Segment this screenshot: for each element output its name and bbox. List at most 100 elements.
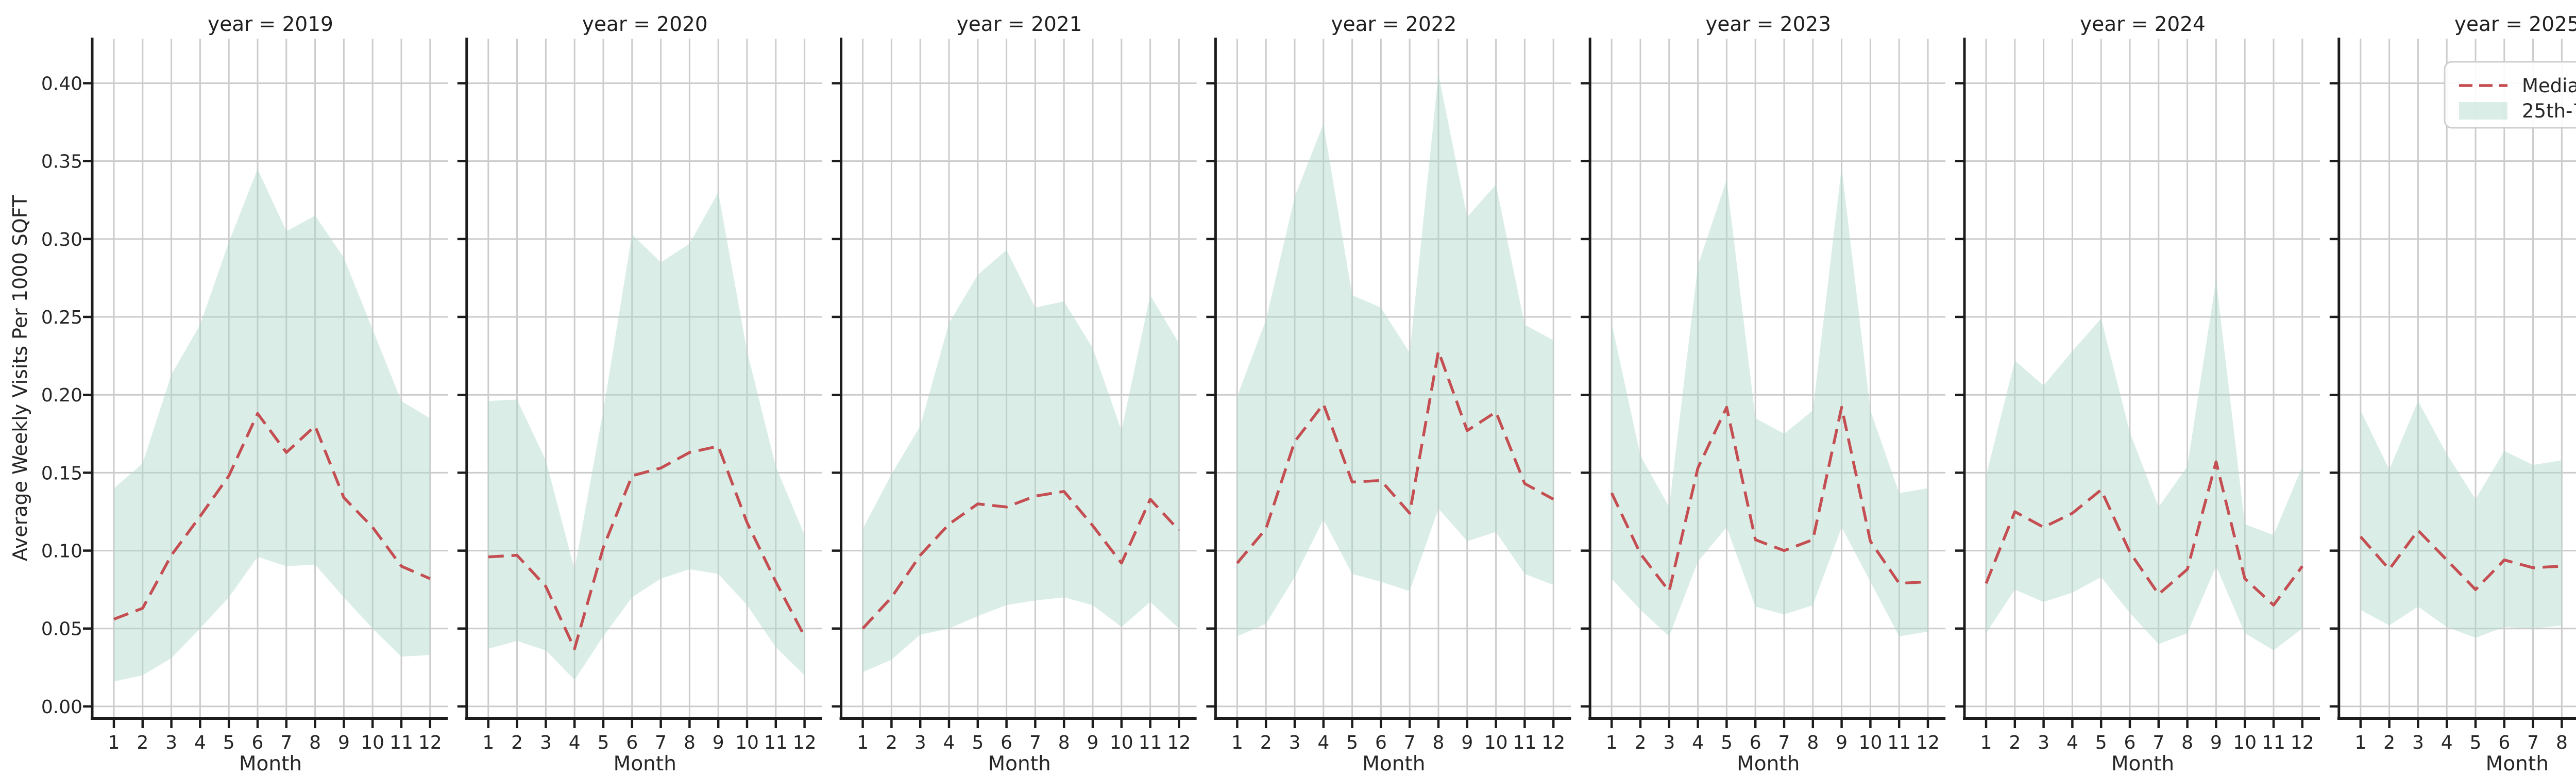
percentile-band (2360, 401, 2562, 638)
percentile-band (1986, 279, 2302, 651)
x-tick-label: 7 (1029, 732, 1041, 753)
x-tick-label: 7 (1778, 732, 1790, 753)
x-tick-label: 9 (1836, 732, 1848, 753)
x-tick-label: 12 (1167, 732, 1191, 753)
x-tick-label: 4 (194, 732, 206, 753)
percentile-band (862, 250, 1179, 672)
x-tick-label: 10 (735, 732, 759, 753)
x-tick-label: 7 (2153, 732, 2164, 753)
facet-title: year = 2023 (1705, 13, 1831, 36)
x-tick-label: 6 (626, 732, 638, 753)
x-tick-label: 5 (2095, 732, 2107, 753)
percentile-band (1237, 74, 1554, 636)
x-axis-label: Month (2486, 752, 2549, 773)
y-tick-label: 0.40 (41, 73, 82, 94)
x-tick-label: 6 (1375, 732, 1387, 753)
x-tick-label: 1 (108, 732, 120, 753)
x-tick-label: 11 (1887, 732, 1911, 753)
x-tick-label: 1 (2354, 732, 2366, 753)
x-axis-label: Month (988, 752, 1050, 773)
x-tick-label: 10 (361, 732, 384, 753)
x-tick-label: 1 (1980, 732, 1992, 753)
y-tick-label: 0.35 (41, 151, 82, 173)
x-tick-label: 3 (165, 732, 177, 753)
x-tick-label: 11 (389, 732, 413, 753)
facet-title: year = 2021 (957, 13, 1082, 36)
legend-band-label: 25th-75th Percentile (2522, 100, 2576, 122)
x-tick-label: 3 (2412, 732, 2424, 753)
x-tick-label: 4 (2066, 732, 2078, 753)
y-tick-label: 0.20 (41, 385, 82, 406)
x-tick-label: 12 (793, 732, 817, 753)
x-axis-label: Month (614, 752, 676, 773)
x-tick-label: 1 (857, 732, 869, 753)
median-line (861, 490, 1180, 630)
facet-title: year = 2020 (582, 13, 708, 36)
x-tick-label: 3 (1289, 732, 1301, 753)
x-tick-label: 3 (2038, 732, 2049, 753)
x-tick-label: 12 (418, 732, 442, 753)
x-tick-label: 3 (914, 732, 926, 753)
x-tick-label: 5 (1721, 732, 1733, 753)
x-tick-label: 11 (1513, 732, 1536, 753)
x-tick-label: 4 (1692, 732, 1704, 753)
x-tick-label: 5 (223, 732, 235, 753)
y-tick-label: 0.00 (41, 697, 82, 718)
x-tick-label: 1 (1231, 732, 1243, 753)
y-tick-label: 0.10 (41, 541, 82, 562)
x-tick-label: 9 (338, 732, 350, 753)
x-tick-label: 8 (684, 732, 696, 753)
median-line (1985, 460, 2304, 607)
x-tick-label: 2 (2009, 732, 2021, 753)
x-tick-label: 12 (1541, 732, 1565, 753)
x-tick-label: 10 (2233, 732, 2257, 753)
x-tick-label: 7 (2527, 732, 2539, 753)
x-tick-label: 3 (540, 732, 552, 753)
x-tick-label: 11 (2262, 732, 2285, 753)
facet-title: year = 2022 (1331, 13, 1457, 36)
legend-median-label: Median (2522, 75, 2576, 97)
x-tick-label: 6 (252, 732, 264, 753)
x-tick-label: 2 (511, 732, 523, 753)
x-axis-label: Month (239, 752, 302, 773)
facet-title: year = 2024 (2080, 13, 2206, 36)
y-tick-label: 0.25 (41, 307, 82, 328)
x-tick-label: 2 (1260, 732, 1272, 753)
x-tick-label: 11 (764, 732, 788, 753)
x-tick-label: 7 (655, 732, 667, 753)
x-tick-label: 2 (886, 732, 897, 753)
x-tick-label: 3 (1663, 732, 1675, 753)
x-tick-label: 6 (1001, 732, 1012, 753)
x-tick-label: 12 (2291, 732, 2314, 753)
median-line (2359, 529, 2562, 591)
x-tick-label: 4 (1317, 732, 1329, 753)
x-tick-label: 5 (1346, 732, 1358, 753)
x-tick-label: 8 (1807, 732, 1819, 753)
legend-band-swatch (2459, 102, 2507, 120)
percentile-band (1612, 167, 1928, 636)
facet-title: year = 2019 (208, 13, 333, 36)
x-tick-label: 2 (2383, 732, 2395, 753)
percentile-band (488, 192, 805, 680)
x-tick-label: 6 (1750, 732, 1761, 753)
x-tick-label: 10 (1858, 732, 1882, 753)
x-axis-label: Month (1737, 752, 1800, 773)
y-tick-label: 0.05 (41, 619, 82, 640)
x-tick-label: 8 (1058, 732, 1070, 753)
x-tick-label: 7 (280, 732, 292, 753)
percentile-band (114, 169, 430, 682)
x-tick-label: 7 (1404, 732, 1416, 753)
x-tick-label: 5 (598, 732, 609, 753)
legend-box (2444, 61, 2576, 129)
x-axis-label: Month (1362, 752, 1425, 773)
x-tick-label: 11 (1139, 732, 1162, 753)
x-tick-label: 1 (482, 732, 494, 753)
x-tick-label: 8 (2181, 732, 2193, 753)
x-tick-label: 1 (1606, 732, 1618, 753)
